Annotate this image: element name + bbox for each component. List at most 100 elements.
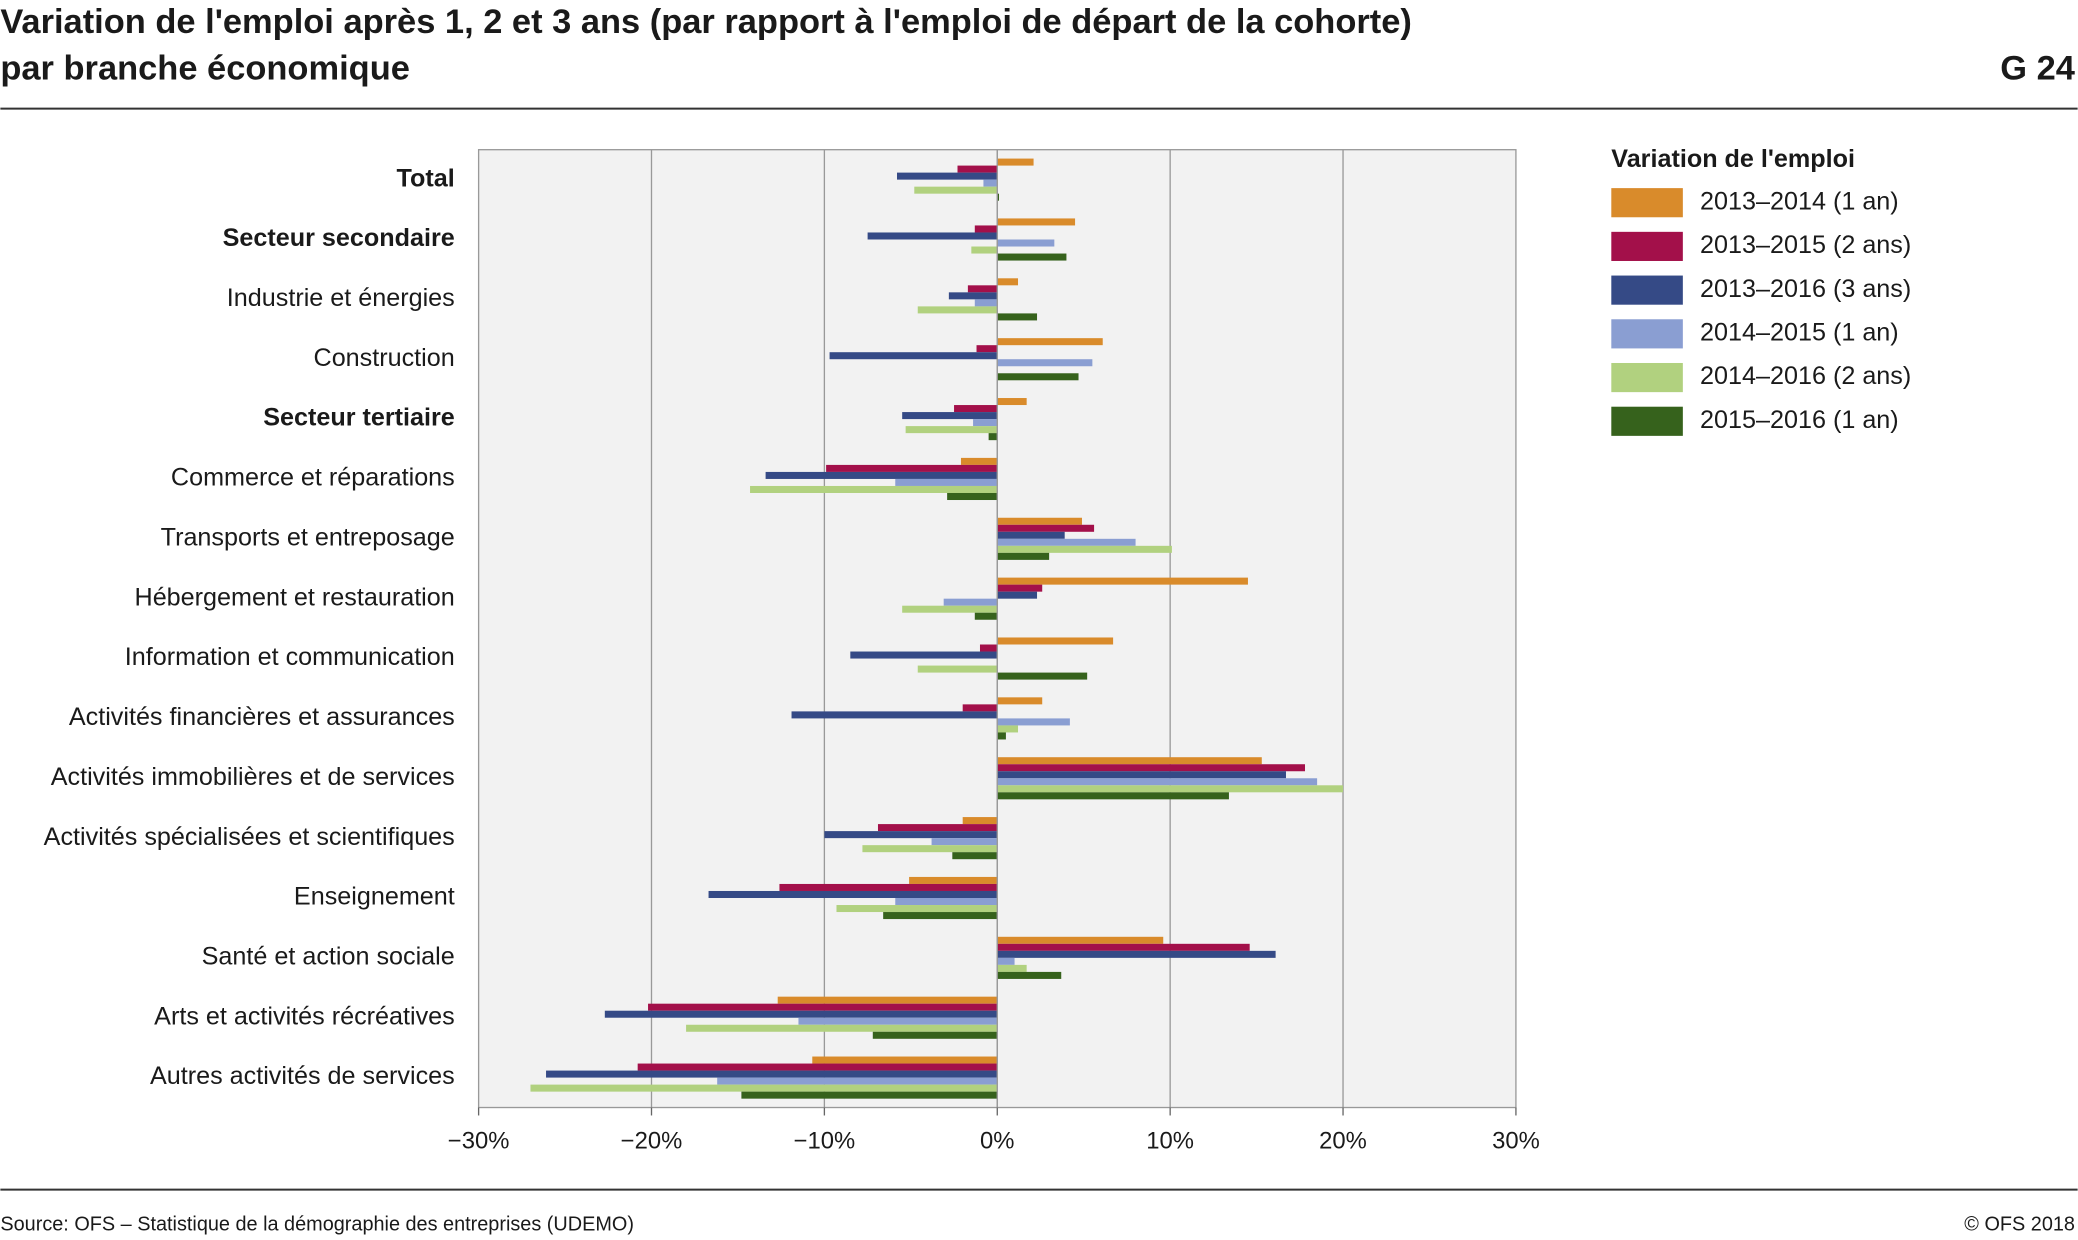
y-tick-label: Total	[397, 164, 455, 192]
bar	[997, 398, 1027, 406]
bar	[997, 193, 999, 201]
bar	[836, 905, 998, 913]
bar	[997, 764, 1306, 772]
bar	[546, 1070, 998, 1078]
bar	[973, 419, 998, 427]
bar	[997, 971, 1062, 979]
bar	[997, 253, 1067, 261]
bar	[826, 464, 998, 472]
bar	[530, 1084, 998, 1092]
source: Source: OFS – Statistique de la démograp…	[0, 1214, 634, 1236]
legend-title: Variation de l'emploi	[1611, 145, 1855, 173]
legend-label: 2013–2015 (2 ans)	[1700, 231, 1911, 259]
bar	[997, 771, 1286, 779]
bar	[997, 577, 1248, 585]
bar	[997, 278, 1019, 286]
bar	[997, 313, 1038, 321]
bar	[824, 831, 998, 839]
bar	[997, 964, 1027, 972]
bar	[997, 672, 1088, 680]
bar	[943, 598, 998, 606]
bar	[867, 232, 998, 240]
bar	[604, 1010, 998, 1018]
bar	[997, 552, 1050, 560]
legend-swatch	[1611, 188, 1683, 218]
y-tick-label: Santé et action sociale	[202, 943, 455, 971]
bar	[914, 186, 998, 194]
bar	[765, 471, 998, 479]
y-tick-label: Industrie et énergies	[227, 284, 455, 312]
bar	[777, 996, 998, 1004]
copyright: © OFS 2018	[1964, 1214, 2075, 1236]
bar	[974, 299, 998, 307]
y-tick-label: Activités immobilières et de services	[51, 763, 455, 791]
x-tick-label: 10%	[1146, 1127, 1194, 1154]
bar	[895, 478, 998, 486]
bar	[997, 524, 1095, 532]
y-tick-label: Enseignement	[294, 883, 455, 911]
x-tick-label: 20%	[1319, 1127, 1367, 1154]
bar	[997, 785, 1344, 793]
y-tick-label: Autres activités de services	[150, 1062, 455, 1090]
y-tick-label: Construction	[314, 344, 455, 372]
bar	[997, 950, 1276, 958]
y-tick-label: Transports et entreposage	[161, 523, 455, 551]
bar	[988, 433, 998, 441]
bar	[877, 824, 998, 832]
legend-swatch	[1611, 362, 1683, 393]
y-tick-label: Secteur tertiaire	[263, 404, 455, 432]
bar	[976, 345, 998, 353]
legend-swatch	[1611, 406, 1683, 436]
bar	[997, 239, 1055, 247]
legend-swatch	[1611, 319, 1683, 349]
bar	[917, 306, 998, 314]
bar	[997, 218, 1076, 226]
bar	[997, 359, 1093, 367]
bar	[902, 605, 998, 613]
bar	[750, 485, 998, 493]
bar	[791, 711, 998, 719]
bar	[983, 179, 998, 187]
bar	[997, 158, 1034, 166]
bar	[952, 852, 998, 860]
bar	[997, 584, 1043, 592]
bar	[957, 165, 998, 173]
x-tick-label: −10%	[794, 1127, 856, 1154]
bar	[997, 531, 1065, 539]
bar	[962, 817, 998, 825]
bar	[637, 1063, 998, 1071]
bar	[974, 225, 998, 233]
bar	[997, 637, 1114, 645]
bar	[997, 545, 1172, 553]
y-tick-label: Secteur secondaire	[223, 224, 455, 252]
y-tick-label: Information et communication	[125, 643, 455, 671]
bar	[997, 338, 1103, 346]
bar	[997, 538, 1136, 546]
legend-swatch	[1611, 275, 1683, 305]
legend-label: 2015–2016 (1 an)	[1700, 406, 1899, 434]
bar	[997, 778, 1318, 786]
bar	[872, 1031, 998, 1039]
bar	[997, 725, 1019, 733]
bar	[997, 373, 1079, 381]
bar	[708, 890, 998, 898]
bar	[960, 457, 998, 465]
bar	[979, 644, 998, 652]
bar	[931, 838, 998, 846]
bar	[741, 1091, 998, 1099]
bar	[902, 412, 998, 420]
legend-label: 2014–2016 (2 ans)	[1700, 362, 1911, 390]
bar	[948, 292, 998, 300]
x-tick-label: −20%	[621, 1127, 683, 1154]
bar	[967, 285, 998, 293]
legend-label: 2013–2014 (1 an)	[1700, 187, 1899, 215]
bar	[997, 591, 1038, 599]
legend-label: 2013–2016 (3 ans)	[1700, 275, 1911, 303]
bar	[717, 1077, 998, 1085]
y-tick-label: Activités financières et assurances	[69, 703, 455, 731]
bar	[779, 883, 998, 891]
y-tick-label: Activités spécialisées et scientifiques	[44, 823, 455, 851]
bar	[971, 246, 998, 254]
